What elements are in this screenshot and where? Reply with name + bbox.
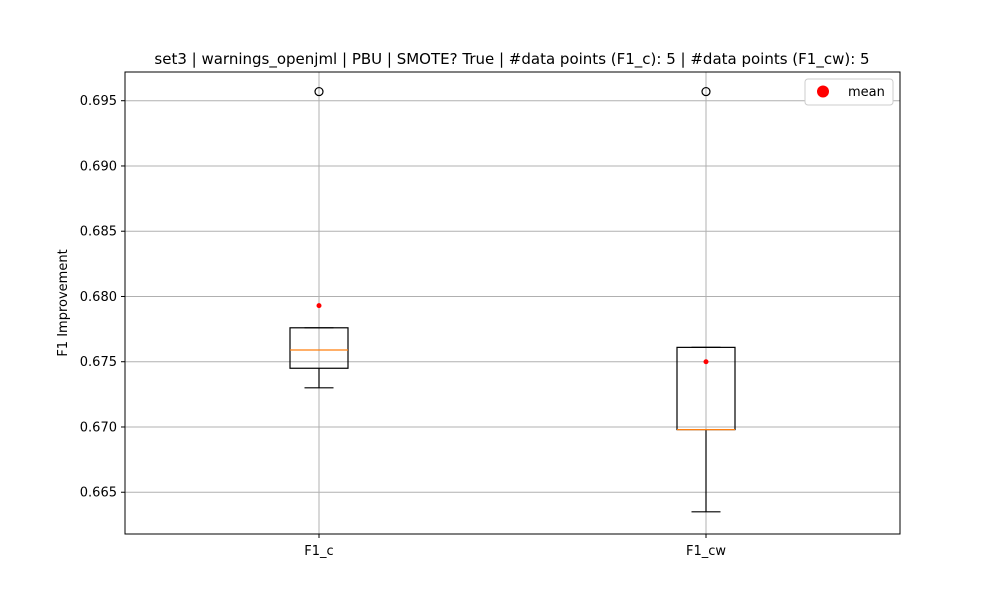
- legend-mean-label: mean: [848, 85, 885, 100]
- box-series: [289, 86, 736, 513]
- x-tick-label: F1_cw: [686, 544, 726, 559]
- mean-marker: [316, 303, 322, 309]
- outlier-marker: [701, 86, 711, 97]
- y-tick-label: 0.670: [80, 420, 117, 435]
- x-axis: F1_c F1_cw: [304, 534, 726, 559]
- y-tick-label: 0.685: [80, 225, 117, 240]
- y-tick-label: 0.675: [80, 355, 117, 370]
- box-F1_cw: [676, 86, 736, 513]
- chart-title: set3 | warnings_openjml | PBU | SMOTE? T…: [154, 50, 869, 69]
- plot-frame: [124, 71, 901, 535]
- grid-lines: [125, 72, 900, 534]
- y-axis-label: F1 Improvement: [56, 249, 71, 356]
- iqr-box: [289, 327, 349, 369]
- mean-marker: [703, 359, 709, 365]
- legend-mean-marker: [817, 85, 829, 98]
- outlier-marker: [314, 86, 324, 97]
- x-tick-label: F1_c: [304, 544, 333, 559]
- y-tick-label: 0.680: [80, 290, 117, 305]
- y-tick-label: 0.695: [80, 94, 117, 109]
- y-tick-label: 0.665: [80, 486, 117, 501]
- y-tick-label: 0.690: [80, 159, 117, 174]
- legend: mean: [804, 78, 894, 106]
- legend-box: [804, 78, 894, 106]
- box-F1_c: [289, 86, 349, 389]
- y-axis: 0.665 0.670 0.675 0.680 0.685 0.690 0.695: [80, 94, 125, 501]
